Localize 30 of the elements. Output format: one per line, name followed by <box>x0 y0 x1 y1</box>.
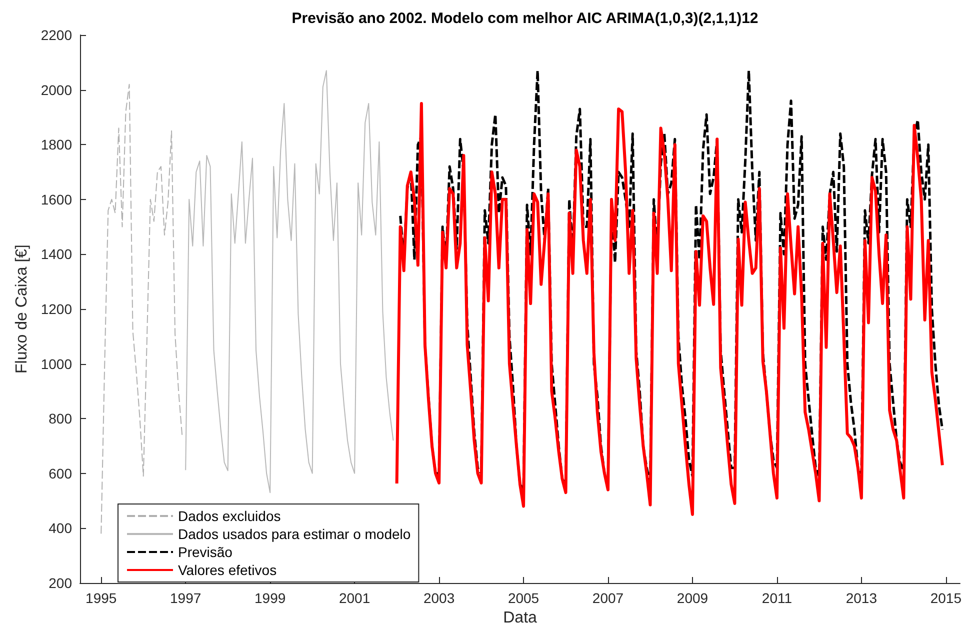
y-tick-label: 2200 <box>40 27 72 43</box>
legend-label: Previsão <box>178 544 233 560</box>
y-tick-label: 200 <box>48 575 72 591</box>
x-tick-label: 1999 <box>254 590 286 606</box>
y-tick-label: 1200 <box>40 301 72 317</box>
y-tick-label: 400 <box>48 520 72 536</box>
y-tick-label: 1800 <box>40 136 72 153</box>
y-tick-label: 800 <box>48 410 72 427</box>
y-tick-label: 1000 <box>40 356 72 372</box>
x-tick-label: 2015 <box>930 590 962 606</box>
x-tick-label: 2007 <box>592 590 624 606</box>
legend-label: Valores efetivos <box>178 562 277 578</box>
y-tick-label: 1600 <box>40 191 72 208</box>
x-tick-label: 1995 <box>86 590 117 606</box>
y-axis-title: Fluxo de Caixa [€] <box>13 244 30 374</box>
x-axis-title: Data <box>503 609 537 626</box>
x-tick-label: 2001 <box>338 590 370 606</box>
y-tick-label: 1400 <box>40 246 72 262</box>
chart-title: Previsão ano 2002. Modelo com melhor AIC ARIMA(1,0,3)(2,1,1)12 <box>292 10 758 27</box>
line-series <box>185 70 394 494</box>
legend-label: Dados excluidos <box>178 508 281 524</box>
x-tick-label: 2003 <box>423 590 455 606</box>
y-tick-label: 600 <box>48 465 72 482</box>
x-tick-label: 2009 <box>676 590 708 606</box>
x-tick-label: 2005 <box>508 590 540 606</box>
legend-label: Dados usados para estimar o modelo <box>178 526 411 542</box>
x-tick-label: 2013 <box>846 590 878 606</box>
y-tick-label: 2000 <box>40 82 72 98</box>
x-tick-label: 2011 <box>762 590 792 606</box>
x-tick-label: 1997 <box>170 590 202 606</box>
